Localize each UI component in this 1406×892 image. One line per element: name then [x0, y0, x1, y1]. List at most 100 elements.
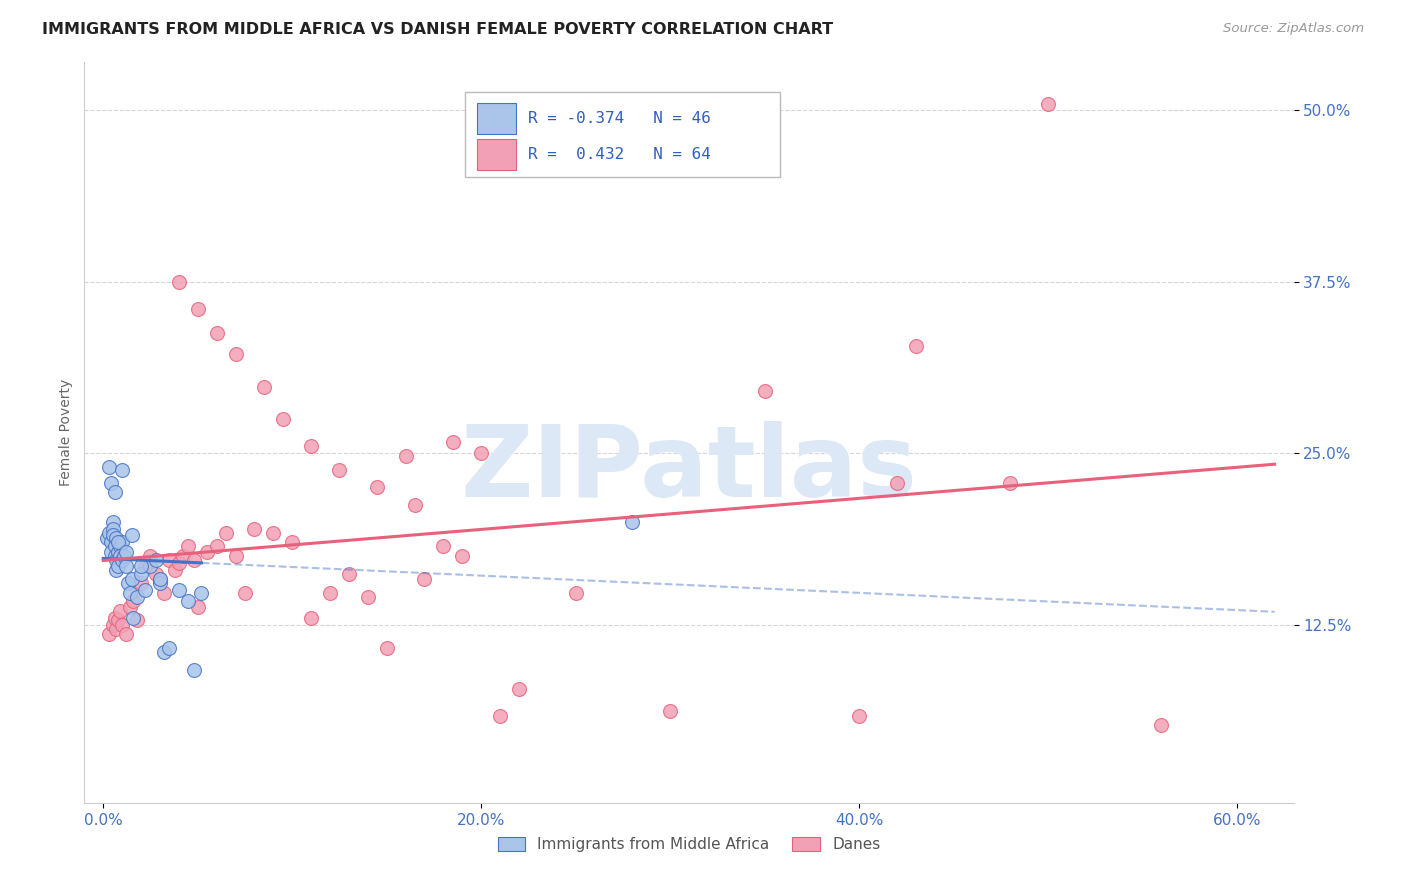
Point	[104, 611, 127, 625]
Point	[177, 594, 200, 608]
Point	[167, 556, 190, 570]
Point	[205, 540, 228, 554]
Point	[243, 522, 266, 536]
Point	[134, 558, 156, 573]
FancyBboxPatch shape	[478, 103, 516, 135]
Point	[111, 535, 134, 549]
Point	[998, 476, 1021, 491]
Point	[754, 384, 776, 399]
Point	[225, 347, 247, 361]
Point	[101, 617, 124, 632]
Point	[107, 545, 129, 559]
Point	[105, 531, 128, 545]
Point	[187, 599, 209, 614]
Point	[165, 563, 187, 577]
Point	[152, 645, 174, 659]
Point	[848, 709, 870, 723]
Point	[904, 339, 927, 353]
Point	[157, 553, 180, 567]
Point	[110, 549, 132, 563]
Point	[281, 535, 304, 549]
Point	[404, 498, 426, 512]
Point	[104, 540, 127, 554]
Text: R = -0.374   N = 46: R = -0.374 N = 46	[529, 112, 711, 126]
Point	[375, 640, 398, 655]
Point	[145, 553, 167, 567]
Point	[129, 576, 152, 591]
Point	[299, 439, 322, 453]
Point	[127, 590, 149, 604]
Point	[183, 663, 205, 677]
Point	[319, 586, 342, 600]
Point	[167, 275, 190, 289]
Point	[167, 583, 190, 598]
Point	[508, 681, 530, 696]
Point	[115, 545, 138, 559]
Point	[111, 617, 134, 632]
Point	[107, 558, 129, 573]
Point	[195, 545, 218, 559]
Point	[183, 553, 205, 567]
Point	[172, 549, 194, 563]
Point	[1036, 96, 1059, 111]
Point	[96, 531, 118, 545]
Text: ZIPatlas: ZIPatlas	[461, 421, 917, 518]
FancyBboxPatch shape	[465, 92, 780, 178]
Point	[328, 462, 350, 476]
Point	[97, 459, 120, 474]
Point	[886, 476, 908, 491]
Point	[139, 558, 162, 573]
Point	[271, 412, 294, 426]
Point	[101, 522, 124, 536]
Point	[121, 528, 143, 542]
Point	[139, 549, 162, 563]
Point	[659, 704, 682, 718]
Point	[104, 549, 127, 563]
Point	[357, 590, 380, 604]
Point	[215, 525, 238, 540]
Point	[432, 540, 454, 554]
Point	[118, 586, 141, 600]
Point	[233, 586, 256, 600]
Point	[253, 380, 276, 394]
Point	[111, 462, 134, 476]
Point	[564, 586, 586, 600]
Point	[112, 549, 135, 563]
Point	[122, 594, 145, 608]
Point	[149, 576, 172, 591]
Point	[107, 614, 129, 628]
Point	[121, 572, 143, 586]
Point	[110, 540, 132, 554]
FancyBboxPatch shape	[478, 138, 516, 169]
Point	[105, 622, 128, 636]
Point	[621, 515, 644, 529]
Point	[262, 525, 284, 540]
Point	[100, 545, 122, 559]
Point	[470, 446, 492, 460]
Point	[115, 558, 138, 573]
Point	[115, 627, 138, 641]
Text: IMMIGRANTS FROM MIDDLE AFRICA VS DANISH FEMALE POVERTY CORRELATION CHART: IMMIGRANTS FROM MIDDLE AFRICA VS DANISH …	[42, 22, 834, 37]
Point	[97, 627, 120, 641]
Point	[190, 586, 212, 600]
Point	[100, 535, 122, 549]
Point	[413, 572, 436, 586]
Point	[97, 525, 120, 540]
Y-axis label: Female Poverty: Female Poverty	[59, 379, 73, 486]
Point	[101, 528, 124, 542]
Point	[134, 583, 156, 598]
Point	[149, 572, 172, 586]
Point	[100, 476, 122, 491]
Point	[149, 572, 172, 586]
Point	[145, 566, 167, 581]
Point	[105, 563, 128, 577]
Point	[366, 480, 388, 494]
Point	[441, 435, 464, 450]
Point	[110, 604, 132, 618]
Point	[111, 553, 134, 567]
Point	[107, 535, 129, 549]
Point	[122, 611, 145, 625]
Point	[1150, 717, 1173, 731]
Point	[105, 553, 128, 567]
Point	[152, 586, 174, 600]
